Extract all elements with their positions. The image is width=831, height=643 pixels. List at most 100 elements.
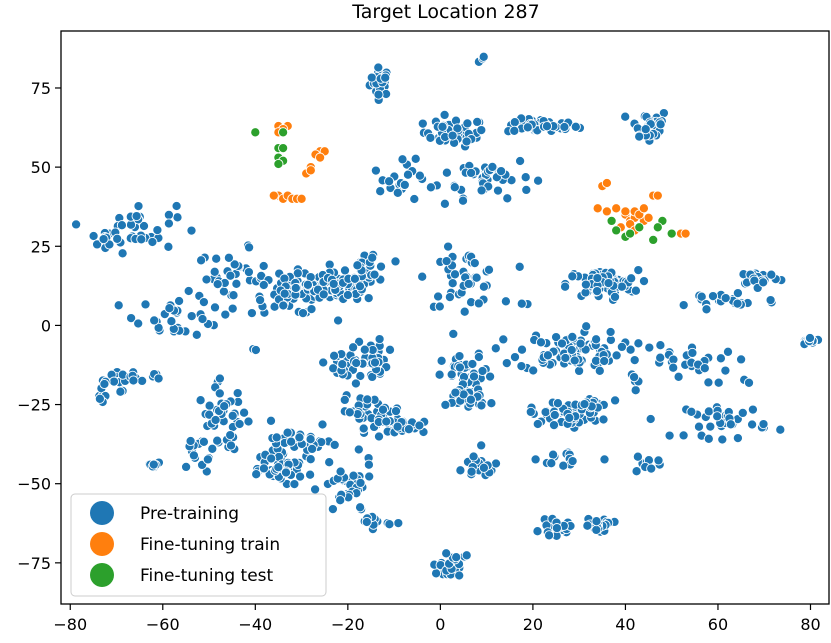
data-point — [232, 388, 243, 399]
data-point — [629, 372, 640, 383]
data-point — [244, 242, 255, 253]
data-point — [278, 127, 289, 138]
data-point — [375, 186, 386, 197]
data-point — [218, 286, 229, 297]
data-point — [500, 296, 511, 307]
data-point — [282, 427, 293, 438]
data-point — [290, 282, 301, 294]
data-point — [351, 357, 362, 369]
data-point — [349, 273, 360, 284]
legend-marker — [90, 563, 114, 587]
data-point — [687, 347, 698, 358]
data-point — [393, 518, 404, 529]
data-point — [567, 456, 578, 467]
data-point — [522, 122, 533, 133]
data-point — [436, 355, 447, 366]
data-point — [703, 377, 714, 388]
data-point — [212, 435, 223, 446]
data-point — [447, 130, 458, 141]
series-1 — [268, 120, 691, 239]
data-point — [294, 432, 305, 443]
data-point — [541, 121, 553, 132]
data-point — [227, 303, 238, 314]
data-point — [307, 443, 318, 454]
legend: Pre-training Fine-tuning train Fine-tuning… — [70, 493, 327, 597]
data-point — [629, 355, 640, 366]
data-point — [575, 338, 586, 349]
data-point — [549, 409, 560, 421]
data-point — [509, 125, 520, 136]
data-point — [250, 127, 261, 138]
data-point — [680, 228, 691, 239]
series-0 — [71, 51, 824, 581]
data-point — [417, 118, 428, 129]
data-point — [743, 377, 755, 388]
data-point — [747, 419, 758, 430]
legend-label: Fine-tuning train — [140, 535, 280, 555]
data-point — [136, 234, 147, 245]
data-point — [359, 344, 370, 355]
data-point — [466, 167, 477, 178]
data-point — [609, 291, 621, 302]
data-point — [324, 457, 335, 468]
data-point — [592, 273, 603, 284]
data-point — [454, 362, 465, 373]
data-point — [566, 344, 577, 356]
data-point — [599, 454, 610, 465]
data-point — [673, 371, 684, 382]
data-point — [476, 185, 487, 196]
data-point — [305, 469, 316, 480]
data-point — [758, 277, 769, 288]
data-point — [258, 260, 269, 272]
x-tick-label: −40 — [238, 615, 272, 634]
data-point — [646, 463, 657, 474]
data-point — [457, 195, 469, 206]
data-point — [473, 351, 484, 363]
data-point — [699, 363, 710, 374]
data-point — [149, 315, 160, 326]
data-point — [707, 291, 719, 302]
data-point — [567, 271, 578, 282]
data-point — [502, 193, 513, 204]
data-point — [696, 291, 707, 302]
data-point — [243, 267, 254, 278]
data-point — [548, 449, 559, 460]
data-point — [410, 153, 421, 164]
data-point — [373, 62, 384, 73]
legend-label: Fine-tuning test — [140, 566, 274, 586]
data-point — [678, 430, 689, 441]
data-point — [715, 353, 726, 364]
data-point — [147, 236, 158, 248]
data-point — [452, 123, 463, 134]
data-point — [471, 272, 482, 283]
data-point — [188, 450, 199, 461]
data-point — [297, 308, 309, 319]
data-point — [152, 225, 163, 236]
data-point — [720, 293, 731, 304]
data-point — [462, 118, 473, 129]
data-point — [202, 454, 213, 465]
data-point — [153, 373, 164, 384]
data-point — [392, 421, 403, 432]
data-point — [569, 355, 580, 366]
data-point — [610, 395, 621, 406]
data-point — [625, 228, 636, 239]
data-point — [197, 313, 208, 325]
data-point — [630, 285, 641, 296]
data-point — [605, 326, 616, 338]
data-point — [148, 459, 159, 470]
data-point — [305, 454, 316, 465]
data-point — [268, 190, 279, 201]
data-point — [655, 119, 666, 130]
data-point — [286, 436, 297, 447]
data-point — [461, 550, 472, 561]
data-point — [355, 502, 366, 513]
data-point — [441, 548, 452, 559]
data-point — [448, 328, 459, 339]
data-point — [492, 185, 504, 196]
data-point — [449, 269, 461, 280]
x-tick-label: 40 — [615, 615, 635, 634]
data-point — [509, 352, 521, 363]
data-point — [469, 258, 480, 269]
